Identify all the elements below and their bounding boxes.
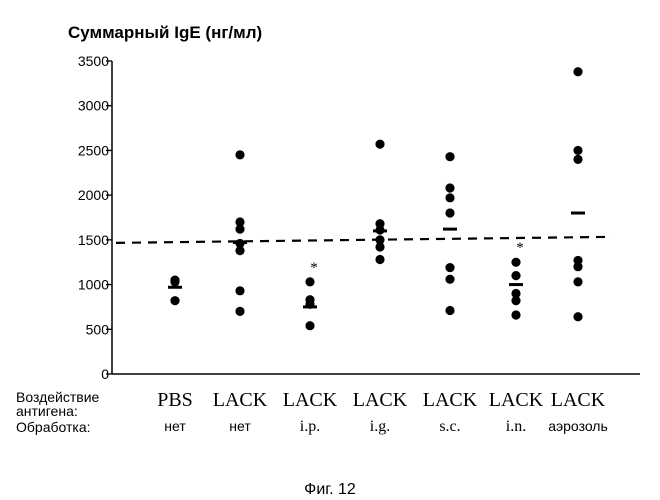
data-point [573,277,582,286]
data-point [573,146,582,155]
mean-bar [168,286,182,289]
y-tick-label: 3500 [78,53,109,69]
data-point [375,242,384,251]
data-point [170,296,179,305]
data-point [445,208,454,217]
mean-bar [233,241,247,244]
data-point [235,307,244,316]
data-point [235,225,244,234]
x-labels: PBS нет LACK нет LACK i.p. LACK i.g. LACK s.c. LAC… [157,389,608,435]
data-point [573,67,582,76]
y-ticks: 0 500 1000 1500 2000 2500 3000 3500 [78,53,112,382]
row-label-antigen-line2: антигена: [16,403,78,419]
x-label-treatment: нет [229,418,251,434]
x-label-treatment: i.n. [506,418,526,435]
significance-star: * [516,240,524,256]
mean-bar [509,283,523,286]
data-point [235,246,244,255]
x-label-treatment: i.g. [370,418,390,435]
data-point [305,321,314,330]
row-label-treatment: Обработка: [16,419,91,435]
data-point [445,306,454,315]
data-point [573,155,582,164]
chart-title: Суммарный IgE (нг/мл) [68,23,262,42]
mean-bar [373,229,387,232]
axes [112,61,640,374]
mean-bar [443,228,457,231]
x-label-treatment: нет [164,418,186,434]
data-point [511,310,520,319]
data-point [573,262,582,271]
reference-line [116,237,612,243]
x-label-antigen: PBS [157,389,193,411]
data-point [445,193,454,202]
x-label-antigen: LACK [353,389,408,411]
x-label-antigen: LACK [213,389,268,411]
y-tick-label: 0 [101,366,109,382]
data-point [235,150,244,159]
data-point [170,277,179,286]
figure-caption: Фиг. 12 [304,481,356,498]
data-point [235,286,244,295]
mean-bar [303,305,317,308]
data-point [445,263,454,272]
data-point [445,152,454,161]
y-tick-label: 2000 [78,187,109,203]
y-tick-label: 500 [86,321,110,337]
data-point [375,140,384,149]
y-tick-label: 1000 [78,277,109,293]
data-point [511,258,520,267]
y-tick-label: 1500 [78,232,109,248]
data-point [445,183,454,192]
data-point [573,312,582,321]
data-point [305,277,314,286]
data-point [511,271,520,280]
x-label-antigen: LACK [551,389,606,411]
x-label-antigen: LACK [489,389,544,411]
x-label-antigen: LACK [283,389,338,411]
data-point [445,275,454,284]
x-label-antigen: LACK [423,389,478,411]
data-marks: ** [168,67,585,330]
ige-scatter-chart: Суммарный IgE (нг/мл) 0 500 1000 1500 2000 25… [0,0,660,500]
x-label-treatment: s.c. [439,418,460,435]
data-point [511,296,520,305]
y-tick-label: 2500 [78,142,109,158]
x-label-treatment: i.p. [300,418,320,435]
mean-bar [571,212,585,215]
x-label-treatment: аэрозоль [548,418,608,434]
significance-star: * [310,260,318,276]
y-tick-label: 3000 [78,98,109,114]
data-point [375,255,384,264]
